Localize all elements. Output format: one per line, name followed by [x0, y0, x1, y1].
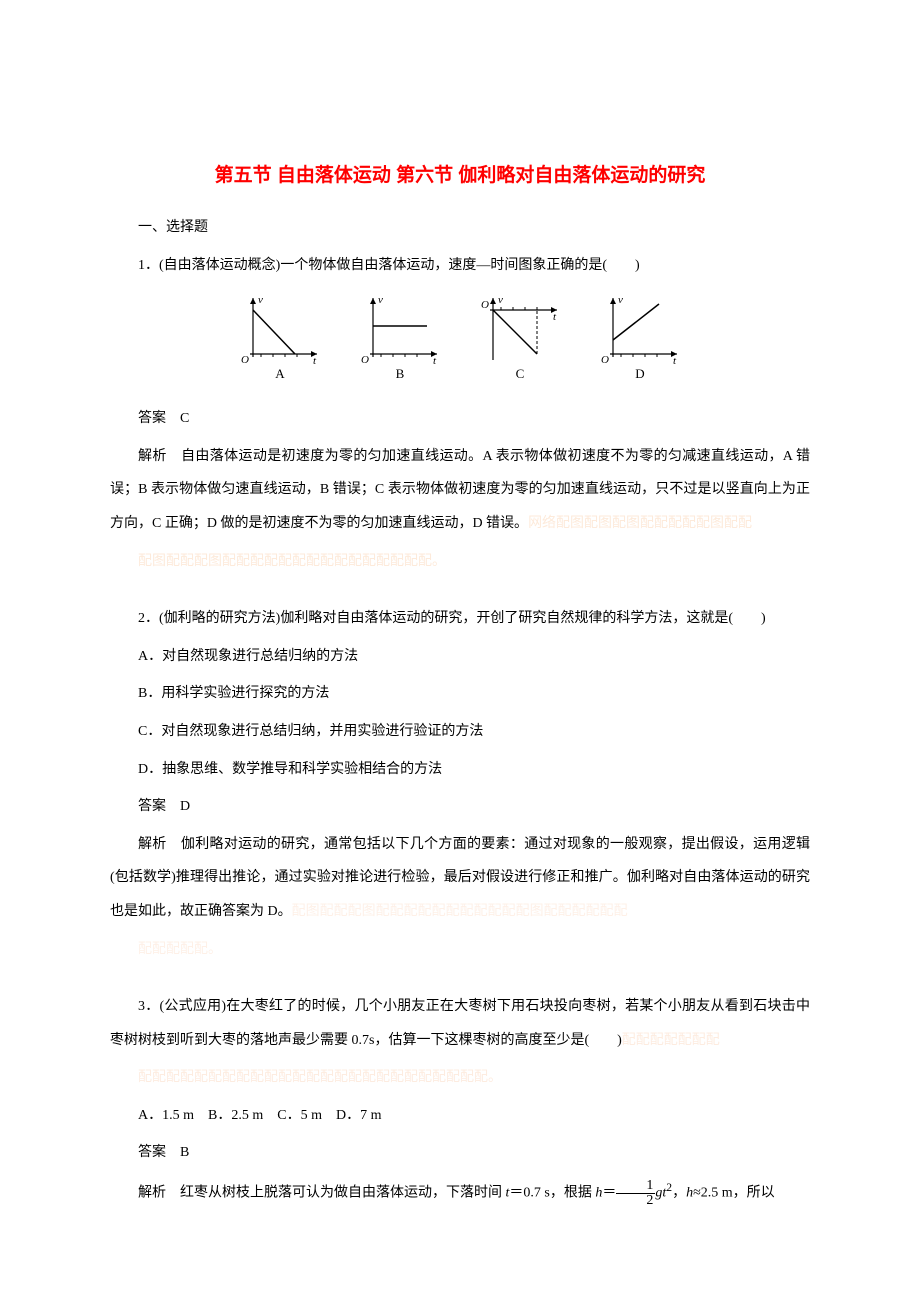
q2-answer: 答案 D	[110, 790, 810, 824]
graph-a-svg: v t O	[235, 292, 325, 364]
q1-wm-line: 配图配配配图配配配配配配配配配配配配配配配。	[110, 545, 810, 579]
q1-graphs: v t O A v t	[110, 292, 810, 382]
svg-text:O: O	[481, 299, 489, 311]
graph-a-label: A	[275, 366, 284, 382]
svg-text:v: v	[498, 294, 503, 306]
q3-options: A．1.5 m B．2.5 m C．5 m D．7 m	[110, 1099, 810, 1133]
svg-text:t: t	[313, 355, 317, 364]
svg-text:v: v	[618, 294, 623, 306]
q2-explanation: 解析 伽利略对运动的研究，通常包括以下几个方面的要素：通过对现象的一般观察，提出…	[110, 828, 810, 929]
graph-d-label: D	[635, 366, 644, 382]
fraction-half: 12	[616, 1179, 655, 1208]
watermark-text: 配图配配配图配配配配配配配配配配配图配配配配配配	[292, 904, 628, 919]
graph-c-label: C	[516, 366, 525, 382]
q2-opt-d: D．抽象思维、数学推导和科学实验相结合的方法	[110, 753, 810, 787]
graph-d-svg: v t O	[595, 292, 685, 364]
section-heading: 一、选择题	[110, 211, 810, 245]
svg-text:t: t	[673, 355, 677, 364]
q2-stem: 2．(伽利略的研究方法)伽利略对自由落体运动的研究，开创了研究自然规律的科学方法…	[110, 602, 810, 636]
approx-value: ≈2.5 m，所以	[693, 1186, 775, 1201]
q3-wm-line: 配配配配配配配配配配配配配配配配配配配配配配配配配。	[110, 1061, 810, 1095]
question-2: 2．(伽利略的研究方法)伽利略对自由落体运动的研究，开创了研究自然规律的科学方法…	[110, 602, 810, 966]
comma: ，	[672, 1186, 686, 1201]
svg-text:O: O	[361, 354, 369, 364]
q3-exp-prefix: 解析 红枣从树枝上脱落可认为做自由落体运动，下落时间	[138, 1186, 506, 1201]
watermark-text: 配配配配配配配	[622, 1033, 720, 1048]
graph-c: v t O C	[475, 292, 565, 382]
q2-opt-c: C．对自然现象进行总结归纳，并用实验进行验证的方法	[110, 715, 810, 749]
q1-stem: 1．(自由落体运动概念)一个物体做自由落体运动，速度—时间图象正确的是( )	[110, 249, 810, 283]
q3-explanation: 解析 红枣从树枝上脱落可认为做自由落体运动，下落时间 t＝0.7 s，根据 h＝…	[110, 1174, 810, 1210]
watermark-text: 配配配配配配配配配配配配配配配配配配配配配配配配配。	[138, 1070, 502, 1085]
q1-explanation: 解析 自由落体运动是初速度为零的匀加速直线运动。A 表示物体做初速度不为零的匀减…	[110, 440, 810, 541]
svg-text:v: v	[258, 294, 263, 306]
graph-c-svg: v t O	[475, 292, 565, 364]
q2-opt-b: B．用科学实验进行探究的方法	[110, 677, 810, 711]
svg-text:O: O	[601, 354, 609, 364]
svg-text:v: v	[378, 294, 383, 306]
q1-answer: 答案 C	[110, 402, 810, 436]
q2-opt-a: A．对自然现象进行总结归纳的方法	[110, 640, 810, 674]
graph-a: v t O A	[235, 292, 325, 382]
svg-text:t: t	[553, 311, 557, 323]
watermark-text: 配配配配配。	[138, 942, 222, 957]
question-1: 1．(自由落体运动概念)一个物体做自由落体运动，速度—时间图象正确的是( ) v…	[110, 249, 810, 579]
graph-b-svg: v t O	[355, 292, 445, 364]
graph-b-label: B	[396, 366, 405, 382]
svg-text:O: O	[241, 354, 249, 364]
q2-wm-line: 配配配配配。	[110, 933, 810, 967]
watermark-text: 网络配图配图配图配配配配配图配配	[528, 516, 752, 531]
graph-b: v t O B	[355, 292, 445, 382]
var-h2: h	[686, 1186, 693, 1201]
q3-stem: 3．(公式应用)在大枣红了的时候，几个小朋友正在大枣树下用石块投向枣树，若某个小…	[110, 990, 810, 1057]
svg-text:t: t	[433, 355, 437, 364]
graph-d: v t O D	[595, 292, 685, 382]
watermark-text: 配图配配配图配配配配配配配配配配配配配配配。	[138, 554, 446, 569]
eq-sign: ＝	[602, 1186, 616, 1201]
t-value: ＝0.7 s，根据	[509, 1186, 595, 1201]
question-3: 3．(公式应用)在大枣红了的时候，几个小朋友正在大枣树下用石块投向枣树，若某个小…	[110, 990, 810, 1210]
q3-answer: 答案 B	[110, 1136, 810, 1170]
page-title: 第五节 自由落体运动 第六节 伽利略对自由落体运动的研究	[110, 160, 810, 187]
